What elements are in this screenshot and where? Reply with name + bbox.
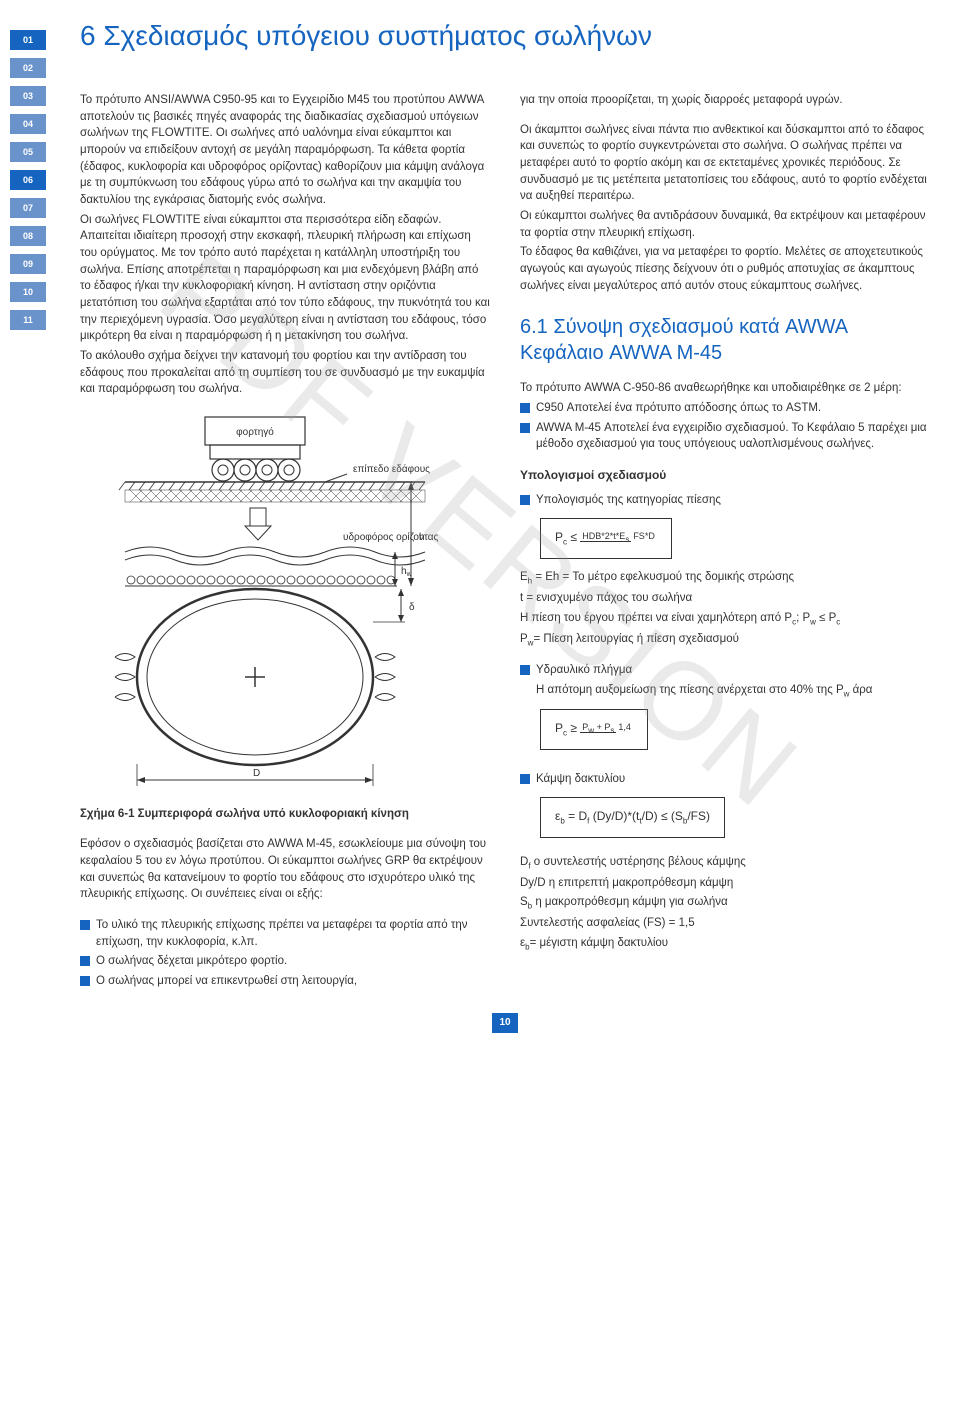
sidebar-item-08: 08 <box>10 226 46 246</box>
figure-caption: Σχήμα 6-1 Συμπεριφορά σωλήνα υπό κυκλοφο… <box>80 806 490 823</box>
sidebar-item-07: 07 <box>10 198 46 218</box>
label-delta: δ <box>409 602 415 613</box>
calc1-def4: Pw= Πίεση λειτουργίας ή πίεση σχεδιασμού <box>520 631 930 649</box>
bullet-square-icon <box>80 920 90 930</box>
sidebar-item-03: 03 <box>10 86 46 106</box>
sidebar-item-10: 10 <box>10 282 46 302</box>
bullet-text: C950 Αποτελεί ένα πρότυπο απόδοσης όπως … <box>536 400 930 417</box>
list-item: Το υλικό της πλευρικής επίχωσης πρέπει ν… <box>80 917 490 950</box>
right-p3: Οι εύκαμπτοι σωλήνες θα αντιδράσουν δυνα… <box>520 208 930 241</box>
left-p3: Το ακόλουθο σχήμα δείχνει την κατανομή τ… <box>80 348 490 398</box>
calc2-title: Υδραυλικό πλήγμα <box>536 662 930 679</box>
left-bullets: Το υλικό της πλευρικής επίχωσης πρέπει ν… <box>80 917 490 990</box>
right-column: για την οποία προορίζεται, τη χωρίς διαρ… <box>520 92 930 993</box>
sidebar-item-05: 05 <box>10 142 46 162</box>
bullet-c950: C950 Αποτελεί ένα πρότυπο απόδοσης όπως … <box>520 400 930 417</box>
bullet-square-icon <box>520 665 530 675</box>
calc3-def1: Df ο συντελεστής υστέρησης βέλους κάμψης <box>520 854 930 872</box>
left-p4: Εφόσον ο σχεδιασμός βασίζεται στο AWWA M… <box>80 836 490 903</box>
calc3-title: Κάμψη δακτυλίου <box>536 771 930 788</box>
calc1-def1: Eh = Eh = Το μέτρο εφελκυσμού της δομική… <box>520 569 930 587</box>
bullet-m45: AWWA M-45 Αποτελεί ένα εγχειρίδιο σχεδια… <box>520 420 930 453</box>
bullet-text: AWWA M-45 Αποτελεί ένα εγχειρίδιο σχεδια… <box>536 420 930 453</box>
left-p1: Το πρότυπο ANSI/AWWA C950-95 και το Εγχε… <box>80 92 490 209</box>
calc3-def3: Sb η μακροπρόθεσμη κάμψη για σωλήνα <box>520 894 930 912</box>
sidebar-item-04: 04 <box>10 114 46 134</box>
right-p5: Το πρότυπο AWWA C-950-86 αναθεωρήθηκε κα… <box>520 380 930 397</box>
chapter-title: 6 Σχεδιασμός υπόγειου συστήματος σωλήνων <box>80 20 930 52</box>
calc1-title-row: Υπολογισμός της κατηγορίας πίεσης <box>520 492 930 509</box>
bullet-text: Το υλικό της πλευρικής επίχωσης πρέπει ν… <box>96 917 490 950</box>
right-p4: Το έδαφος θα καθιζάνει, για να μεταφέρει… <box>520 244 930 294</box>
section-6-1-heading: 6.1 Σύνοψη σχεδιασμού κατά AWWA Κεφάλαιο… <box>520 314 930 366</box>
calc3-def4: Συντελεστής ασφαλείας (FS) = 1,5 <box>520 915 930 932</box>
calc1-def3: Η πίεση του έργου πρέπει να είναι χαμηλό… <box>520 610 930 628</box>
formula-pc-hdb: Pc ≤ HDB*2*t*EsFS*D <box>540 518 672 559</box>
content: 6 Σχεδιασμός υπόγειου συστήματος σωλήνων… <box>60 20 930 1033</box>
right-p2: Οι άκαμπτοι σωλήνες είναι πάντα πιο ανθε… <box>520 122 930 205</box>
columns: Το πρότυπο ANSI/AWWA C950-95 και το Εγχε… <box>80 92 930 993</box>
list-item: Ο σωλήνας δέχεται μικρότερο φορτίο. <box>80 953 490 970</box>
sidebar-item-11: 11 <box>10 310 46 330</box>
label-ground: επίπεδο εδάφους <box>353 463 430 475</box>
figure-6-1: φορτηγό επίπεδο εδάφους <box>80 412 490 822</box>
sidebar: 01 02 03 04 05 06 07 08 09 10 11 <box>10 20 60 1033</box>
label-D: D <box>253 768 260 779</box>
page: 01 02 03 04 05 06 07 08 09 10 11 6 Σχεδιασμός υπόγ… <box>0 0 960 1063</box>
calc1-def2: t = ενισχυμένο πάχος του σωλήνα <box>520 590 930 607</box>
calc2-text: Η απότομη αυξομείωση της πίεσης ανέρχετα… <box>536 682 930 700</box>
left-p2: Οι σωλήνες FLOWTITE είναι εύκαμπτοι στα … <box>80 212 490 345</box>
subhead-calcs: Υπολογισμοί σχεδιασμού <box>520 467 930 484</box>
sidebar-item-09: 09 <box>10 254 46 274</box>
pipe-diagram-svg: φορτηγό επίπεδο εδάφους <box>105 412 465 792</box>
bullet-square-icon <box>520 403 530 413</box>
sidebar-item-02: 02 <box>10 58 46 78</box>
calc1-def-text: Eh = Το μέτρο εφελκυσμού της δομικής στρ… <box>545 571 794 583</box>
calc3-def5: εb= μέγιστη κάμψη δακτυλίου <box>520 935 930 953</box>
label-h: h <box>419 532 425 543</box>
calc3-def2: Dy/D η επιτρεπτή μακροπρόθεσμη κάμψη <box>520 875 930 892</box>
sidebar-item-06: 06 <box>10 170 46 190</box>
list-item: Ο σωλήνας μπορεί να επικεντρωθεί στη λει… <box>80 973 490 990</box>
bullet-square-icon <box>80 976 90 986</box>
bullet-square-icon <box>520 495 530 505</box>
left-column: Το πρότυπο ANSI/AWWA C950-95 και το Εγχε… <box>80 92 490 993</box>
sidebar-item-01: 01 <box>10 30 46 50</box>
label-truck: φορτηγό <box>236 426 274 438</box>
calc2-title-row: Υδραυλικό πλήγμα <box>520 662 930 679</box>
page-number: 10 <box>492 1013 518 1033</box>
bullet-square-icon <box>80 956 90 966</box>
bullet-text: Ο σωλήνας μπορεί να επικεντρωθεί στη λει… <box>96 973 490 990</box>
formula-pc-pw-ps: Pc ≥ Pw + Ps1,4 <box>540 709 648 750</box>
calc1-title: Υπολογισμός της κατηγορίας πίεσης <box>536 492 930 509</box>
bullet-square-icon <box>520 774 530 784</box>
calc3-title-row: Κάμψη δακτυλίου <box>520 771 930 788</box>
bullet-square-icon <box>520 423 530 433</box>
formula-eb: εb = Df (Dy/D)*(tt/D) ≤ (Sb/FS) <box>540 797 725 838</box>
right-p1: για την οποία προορίζεται, τη χωρίς διαρ… <box>520 92 930 109</box>
bullet-text: Ο σωλήνας δέχεται μικρότερο φορτίο. <box>96 953 490 970</box>
